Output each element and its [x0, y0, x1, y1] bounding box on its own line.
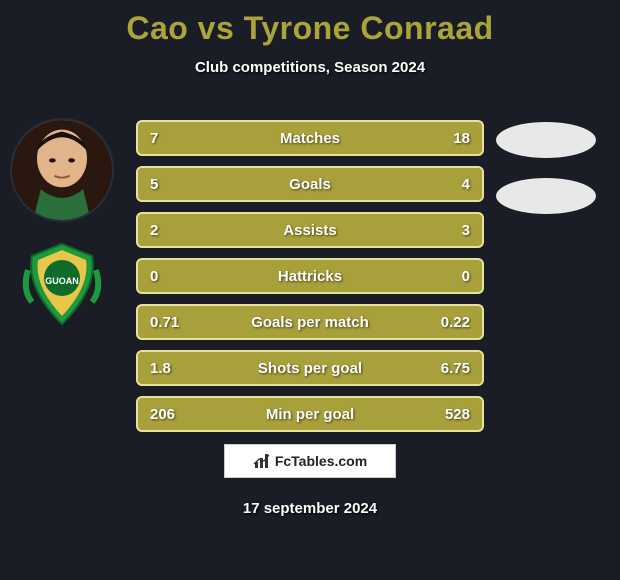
stat-row-shots-per-goal: 1.8 Shots per goal 6.75 — [136, 350, 484, 386]
brand-text: FcTables.com — [275, 453, 367, 469]
stat-label: Shots per goal — [138, 360, 482, 377]
stat-row-assists: 2 Assists 3 — [136, 212, 484, 248]
left-player-column: GUOAN — [8, 118, 116, 328]
stat-left-value: 7 — [150, 130, 158, 147]
stat-right-value: 3 — [462, 222, 470, 239]
stat-row-goals-per-match: 0.71 Goals per match 0.22 — [136, 304, 484, 340]
date-text: 17 september 2024 — [0, 500, 620, 517]
stat-right-value: 18 — [453, 130, 470, 147]
right-player-column — [490, 122, 602, 214]
stat-label: Goals — [138, 176, 482, 193]
brand-link[interactable]: FcTables.com — [224, 444, 396, 478]
stat-row-min-per-goal: 206 Min per goal 528 — [136, 396, 484, 432]
stat-left-value: 0.71 — [150, 314, 179, 331]
stat-left-value: 1.8 — [150, 360, 171, 377]
stat-label: Hattricks — [138, 268, 482, 285]
svg-text:GUOAN: GUOAN — [45, 276, 79, 286]
avatar-face-icon — [12, 120, 112, 220]
stat-left-value: 206 — [150, 406, 175, 423]
stat-row-matches: 7 Matches 18 — [136, 120, 484, 156]
stats-table: 7 Matches 18 5 Goals 4 2 Assists 3 0 Hat… — [136, 120, 484, 432]
stat-row-hattricks: 0 Hattricks 0 — [136, 258, 484, 294]
stat-left-value: 5 — [150, 176, 158, 193]
player-left-club-badge: GUOAN — [18, 240, 106, 328]
stat-right-value: 0.22 — [441, 314, 470, 331]
player-right-avatar-placeholder — [496, 122, 596, 158]
stat-left-value: 0 — [150, 268, 158, 285]
stat-row-goals: 5 Goals 4 — [136, 166, 484, 202]
stat-label: Assists — [138, 222, 482, 239]
stat-left-value: 2 — [150, 222, 158, 239]
player-left-avatar — [10, 118, 114, 222]
club-shield-icon: GUOAN — [18, 240, 106, 328]
stat-label: Goals per match — [138, 314, 482, 331]
stat-right-value: 6.75 — [441, 360, 470, 377]
brand-chart-icon — [253, 452, 271, 470]
subtitle: Club competitions, Season 2024 — [0, 59, 620, 76]
page-title: Cao vs Tyrone Conraad — [0, 0, 620, 47]
stat-right-value: 528 — [445, 406, 470, 423]
stat-label: Matches — [138, 130, 482, 147]
stat-right-value: 4 — [462, 176, 470, 193]
player-right-club-placeholder — [496, 178, 596, 214]
stat-label: Min per goal — [138, 406, 482, 423]
stat-right-value: 0 — [462, 268, 470, 285]
